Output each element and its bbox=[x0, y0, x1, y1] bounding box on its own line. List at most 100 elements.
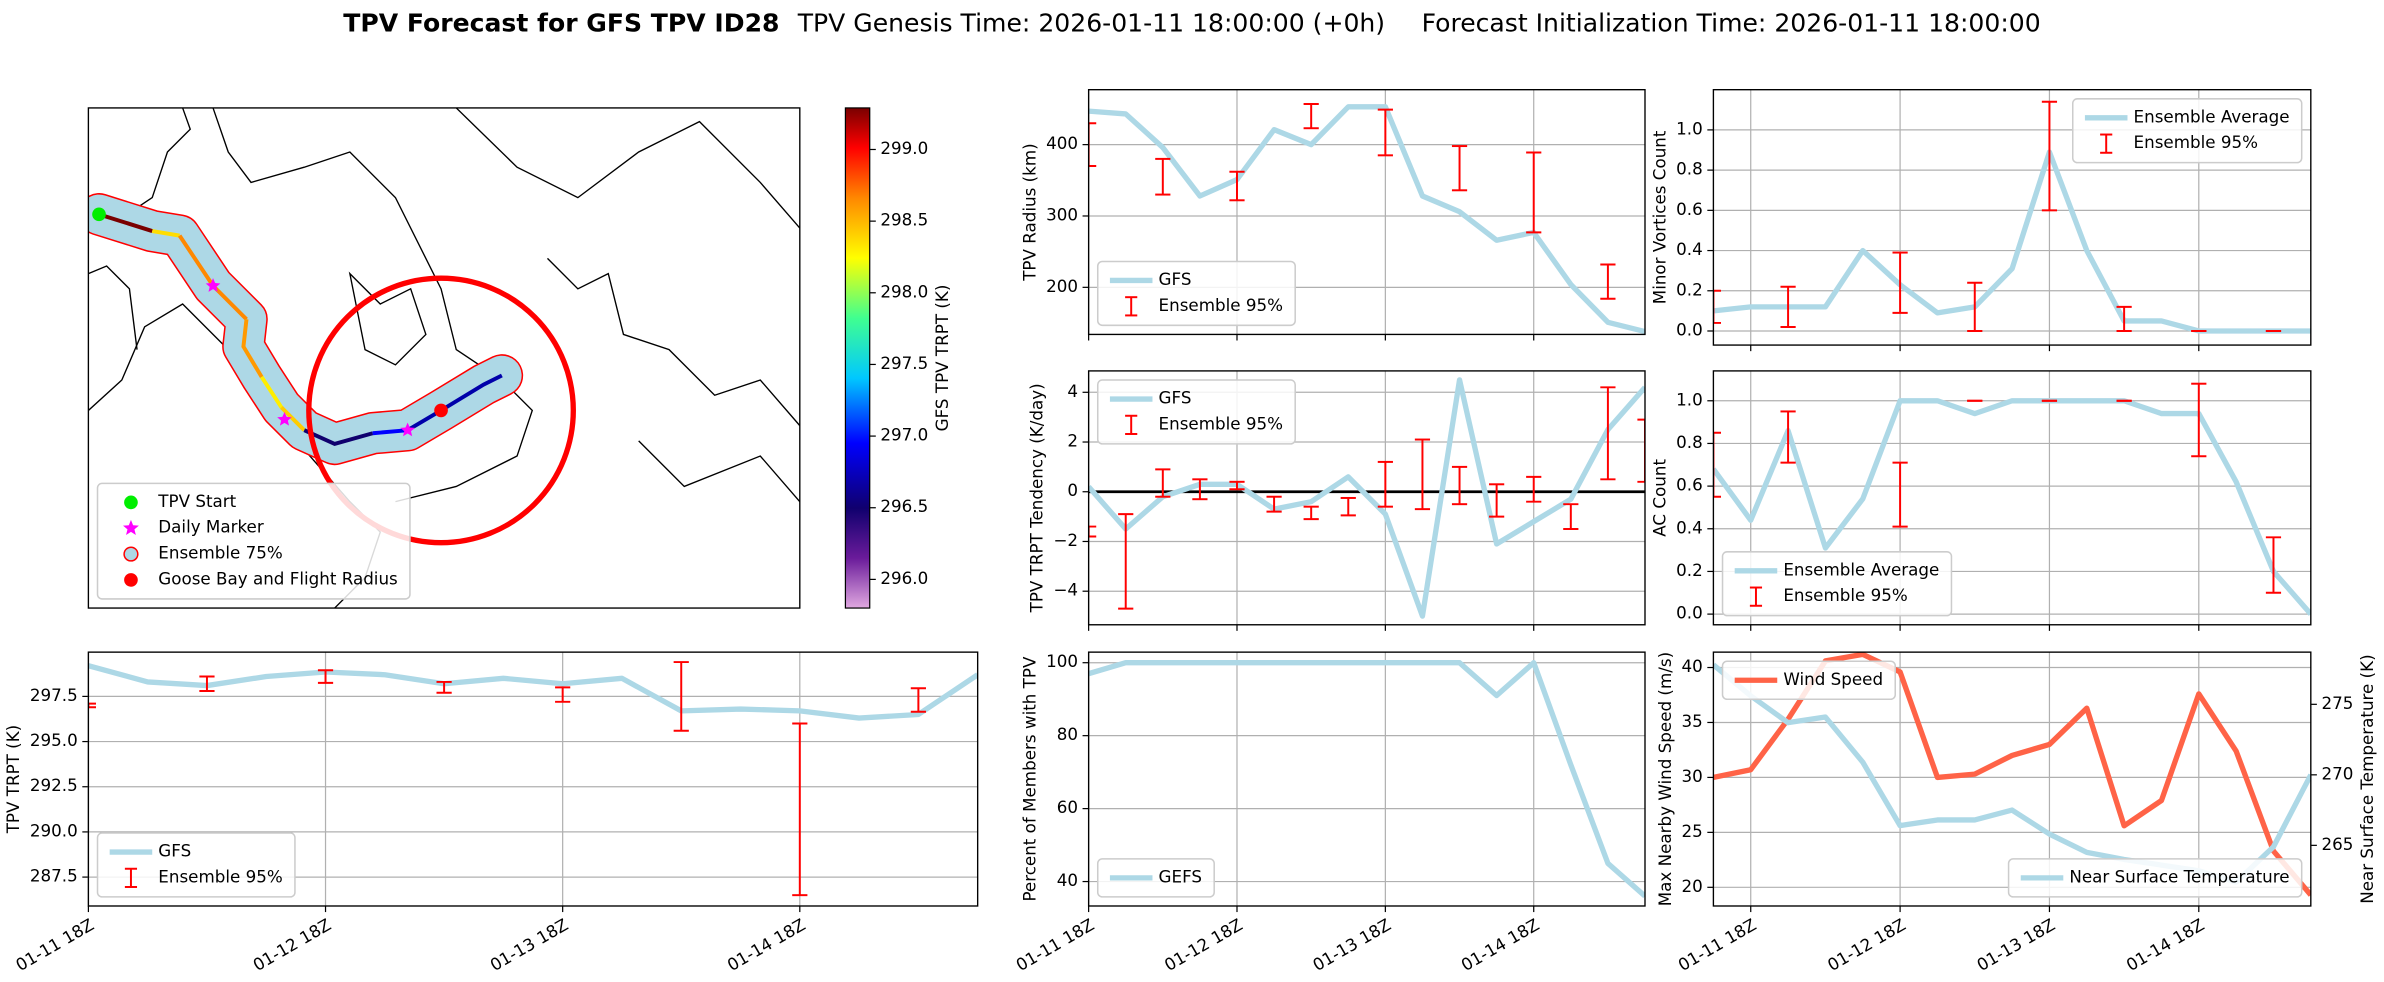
y-tick-label: 295.0 bbox=[30, 730, 78, 750]
axes-frame bbox=[1712, 89, 2312, 346]
flight-radius bbox=[306, 275, 576, 546]
legend-label: GFS bbox=[1159, 269, 1192, 289]
legend-swatch bbox=[123, 546, 139, 562]
legend-label: Wind Speed bbox=[1783, 669, 1883, 689]
series-line bbox=[1088, 660, 1645, 899]
y-tick-label: 0.8 bbox=[1676, 432, 1703, 452]
legend: TPV Start Daily Marker Ensemble 75% Goose B… bbox=[96, 482, 411, 600]
y-tick-label: 0.4 bbox=[1676, 517, 1703, 537]
y-tick-label: 0.6 bbox=[1676, 199, 1703, 219]
series-line bbox=[1713, 398, 2311, 616]
y-tick-label: 0.0 bbox=[1676, 319, 1703, 339]
y-axis-label: Max Nearby Wind Speed (m/s) bbox=[1655, 652, 1675, 906]
x-tick-label: 01-11 18Z bbox=[1675, 914, 1760, 975]
legend-frame bbox=[1096, 260, 1296, 327]
legend-swatch bbox=[124, 573, 138, 587]
legend-label: Ensemble 95% bbox=[1783, 585, 1907, 605]
map-frame bbox=[87, 107, 801, 609]
legend-label: Ensemble 95% bbox=[1159, 295, 1283, 315]
colorbar-tick-label: 297.0 bbox=[880, 425, 928, 445]
legend-frame bbox=[1721, 660, 1896, 701]
colorbar-tick-label: 298.5 bbox=[880, 210, 928, 230]
y-tick-label: 30 bbox=[1681, 766, 1702, 786]
colorbar-tick-label: 296.5 bbox=[880, 496, 928, 516]
y-tick-label: 4 bbox=[1067, 381, 1078, 401]
y-tick-label: 20 bbox=[1681, 876, 1702, 896]
y-tick-label: 300 bbox=[1046, 204, 1078, 224]
tpv-start bbox=[92, 207, 106, 222]
legend: GEFS bbox=[1096, 858, 1215, 898]
legend-label: Ensemble 75% bbox=[158, 543, 282, 563]
y-tick-label: 40 bbox=[1057, 870, 1078, 890]
y-tick-label: 0.8 bbox=[1676, 159, 1703, 179]
y-tick-label: 297.5 bbox=[30, 685, 78, 705]
y-tick-label: 40 bbox=[1681, 656, 1702, 676]
colorbar-tick-label: 298.0 bbox=[880, 281, 928, 301]
y2-tick-label: 265 bbox=[2321, 834, 2353, 854]
legend: GFS Ensemble 95% bbox=[96, 832, 296, 898]
legend: GFS Ensemble 95% bbox=[1096, 260, 1296, 327]
y-axis-label: AC Count bbox=[1649, 459, 1669, 537]
x-tick-label: 01-12 18Z bbox=[249, 914, 334, 975]
figure-title: TPV Forecast for GFS TPV ID28 TPV Genesis… bbox=[343, 8, 2040, 37]
legend: Ensemble Average Ensemble 95% bbox=[2071, 98, 2303, 164]
axes-frame bbox=[1087, 651, 1646, 907]
title: TPV Forecast for GFS TPV ID28 bbox=[343, 8, 779, 37]
x-tick-label: 01-12 18Z bbox=[1824, 914, 1909, 975]
legend-label: Ensemble 95% bbox=[158, 866, 282, 886]
plot-area bbox=[1088, 660, 1645, 899]
plot-area bbox=[1088, 377, 1645, 619]
y-tick-label: 400 bbox=[1046, 133, 1078, 153]
plot-area bbox=[1088, 102, 1645, 335]
y-axis-label: TPV TRPT (K) bbox=[3, 725, 23, 834]
legend: Near Surface Temperature bbox=[2007, 858, 2303, 898]
y-axis-label: Minor Vortices Count bbox=[1649, 130, 1669, 304]
y-tick-label: 0.0 bbox=[1676, 603, 1703, 623]
y-tick-label: 0.2 bbox=[1676, 279, 1703, 299]
x-tick-label: 01-14 18Z bbox=[2123, 914, 2208, 975]
y-axis-label: TPV Radius (km) bbox=[1019, 143, 1039, 281]
y2-tick-label: 275 bbox=[2321, 693, 2353, 713]
y-tick-label: 287.5 bbox=[30, 866, 78, 886]
y2-axis-label: Near Surface Temperature (K) bbox=[2357, 654, 2377, 903]
goose-bay bbox=[434, 403, 448, 418]
legend-swatch bbox=[124, 495, 138, 510]
legend-frame bbox=[2071, 98, 2303, 164]
legend-frame bbox=[96, 482, 411, 600]
daily-markers bbox=[205, 278, 415, 437]
y-tick-label: 0.2 bbox=[1676, 560, 1703, 580]
axes-frame bbox=[1087, 370, 1646, 626]
legend-label: Ensemble Average bbox=[1783, 559, 1939, 579]
x-tick-label: 01-11 18Z bbox=[1012, 914, 1097, 975]
legend-label: Ensemble Average bbox=[2134, 106, 2290, 126]
y-tick-label: 80 bbox=[1057, 724, 1078, 744]
x-tick-label: 01-14 18Z bbox=[1458, 914, 1543, 975]
legend-frame bbox=[96, 832, 296, 898]
y-tick-label: 290.0 bbox=[30, 820, 78, 840]
y-tick-label: 25 bbox=[1681, 821, 1702, 841]
x-tick-label: 01-12 18Z bbox=[1161, 914, 1246, 975]
colorbar-label: GFS TPV TRPT (K) bbox=[932, 285, 952, 432]
plot-area bbox=[88, 661, 978, 897]
legend-label: Ensemble 95% bbox=[2134, 132, 2258, 152]
colorbar-tick-label: 296.0 bbox=[880, 568, 928, 588]
axes-frame bbox=[1087, 89, 1646, 336]
legend: Ensemble Average Ensemble 95% bbox=[1721, 551, 1953, 617]
y-tick-label: 292.5 bbox=[30, 775, 78, 795]
subtitle: Forecast Initialization Time: 2026-01-11… bbox=[1422, 8, 2041, 37]
colorbar bbox=[844, 107, 871, 609]
x-tick-label: 01-13 18Z bbox=[486, 914, 571, 975]
legend-label: Near Surface Temperature bbox=[2069, 866, 2289, 886]
y-tick-label: 0 bbox=[1067, 480, 1078, 500]
y-tick-label: 0.4 bbox=[1676, 239, 1703, 259]
y-tick-label: 1.0 bbox=[1676, 118, 1703, 138]
series-line bbox=[1088, 104, 1645, 335]
legend-frame bbox=[1721, 551, 1953, 617]
x-tick-label: 01-11 18Z bbox=[12, 914, 97, 975]
plot-area bbox=[1713, 100, 2311, 334]
y-tick-label: 0.6 bbox=[1676, 475, 1703, 495]
x-tick-label: 01-13 18Z bbox=[1309, 914, 1394, 975]
y-tick-label: 100 bbox=[1046, 651, 1078, 671]
legend: Wind Speed bbox=[1721, 660, 1896, 701]
